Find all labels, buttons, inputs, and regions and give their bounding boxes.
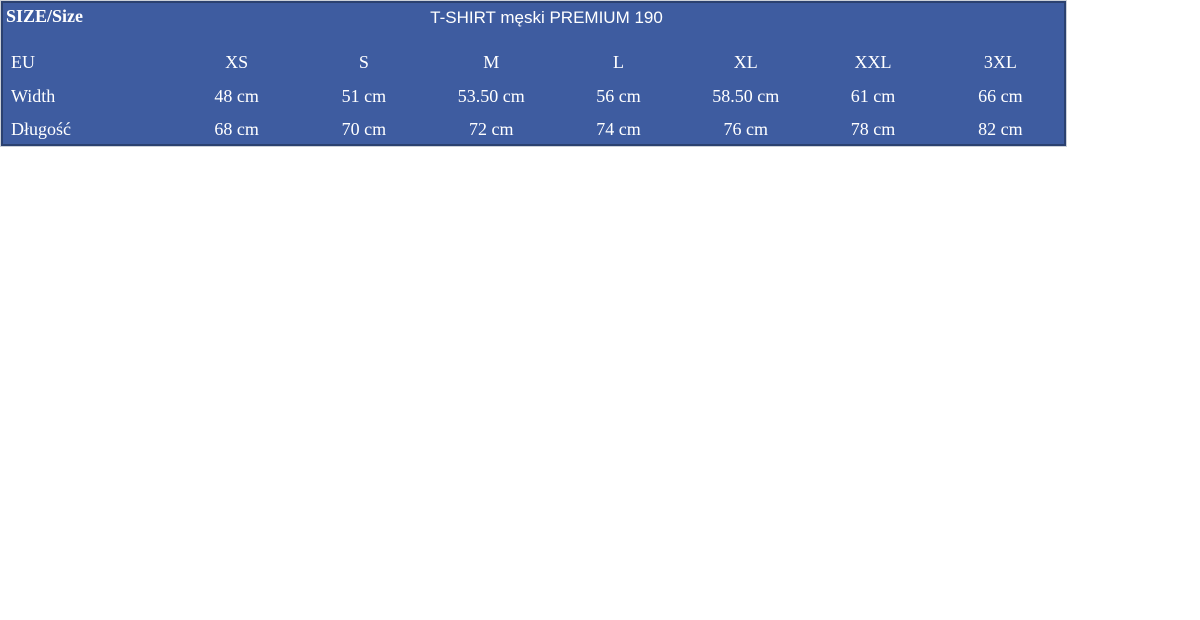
size-value-cell: XS — [225, 52, 249, 72]
size-value-cell: 68 cm — [214, 118, 259, 139]
size-value-cell: 66 cm — [978, 85, 1023, 106]
table-row: Długość 68 cm 70 cm 72 cm 74 cm 76 cm 78 cm 82 … — [3, 112, 1064, 145]
row-label: Długość — [11, 118, 71, 139]
size-value-cell: 74 cm — [596, 118, 641, 139]
table-row: EU XS S M L XL XXL 3XL — [3, 45, 1064, 79]
size-value-cell: 58.50 cm — [712, 85, 780, 106]
size-value-cell: L — [612, 52, 624, 72]
size-value-cell: 56 cm — [596, 85, 641, 106]
table-row: Width 48 cm 51 cm 53.50 cm 56 cm 58.50 cm 61 c… — [3, 79, 1064, 112]
size-value-cell: S — [358, 52, 369, 72]
row-label: Width — [11, 85, 56, 106]
size-value-cell: XXL — [854, 52, 892, 72]
size-value-cell: 72 cm — [468, 118, 514, 139]
table-corner-label: SIZE/Size — [6, 6, 84, 26]
row-label: EU — [11, 52, 35, 72]
size-value-cell: 51 cm — [341, 85, 387, 106]
size-value-cell: 3XL — [983, 52, 1017, 72]
table-body: EU XS S M L XL XXL 3XL Width 48 cm 51 cm 53.50 cm 56… — [3, 45, 1064, 145]
table-header-row: SIZE/Size T-SHIRT męski PREMIUM 190 — [3, 3, 1064, 45]
size-value-cell: 53.50 cm — [457, 85, 525, 106]
size-value-cell: 61 cm — [850, 85, 896, 106]
size-value-cell: 70 cm — [341, 118, 387, 139]
size-value-cell: XL — [733, 52, 758, 72]
table-title: T-SHIRT męski PREMIUM 190 — [430, 8, 663, 27]
size-value-cell: 78 cm — [850, 118, 896, 139]
size-value-cell: M — [483, 52, 500, 72]
size-value-cell: 48 cm — [214, 85, 259, 106]
size-value-cell: 82 cm — [978, 118, 1023, 139]
size-chart-table: SIZE/Size T-SHIRT męski PREMIUM 190 EU XS… — [0, 0, 1067, 147]
size-value-cell: 76 cm — [723, 118, 769, 139]
